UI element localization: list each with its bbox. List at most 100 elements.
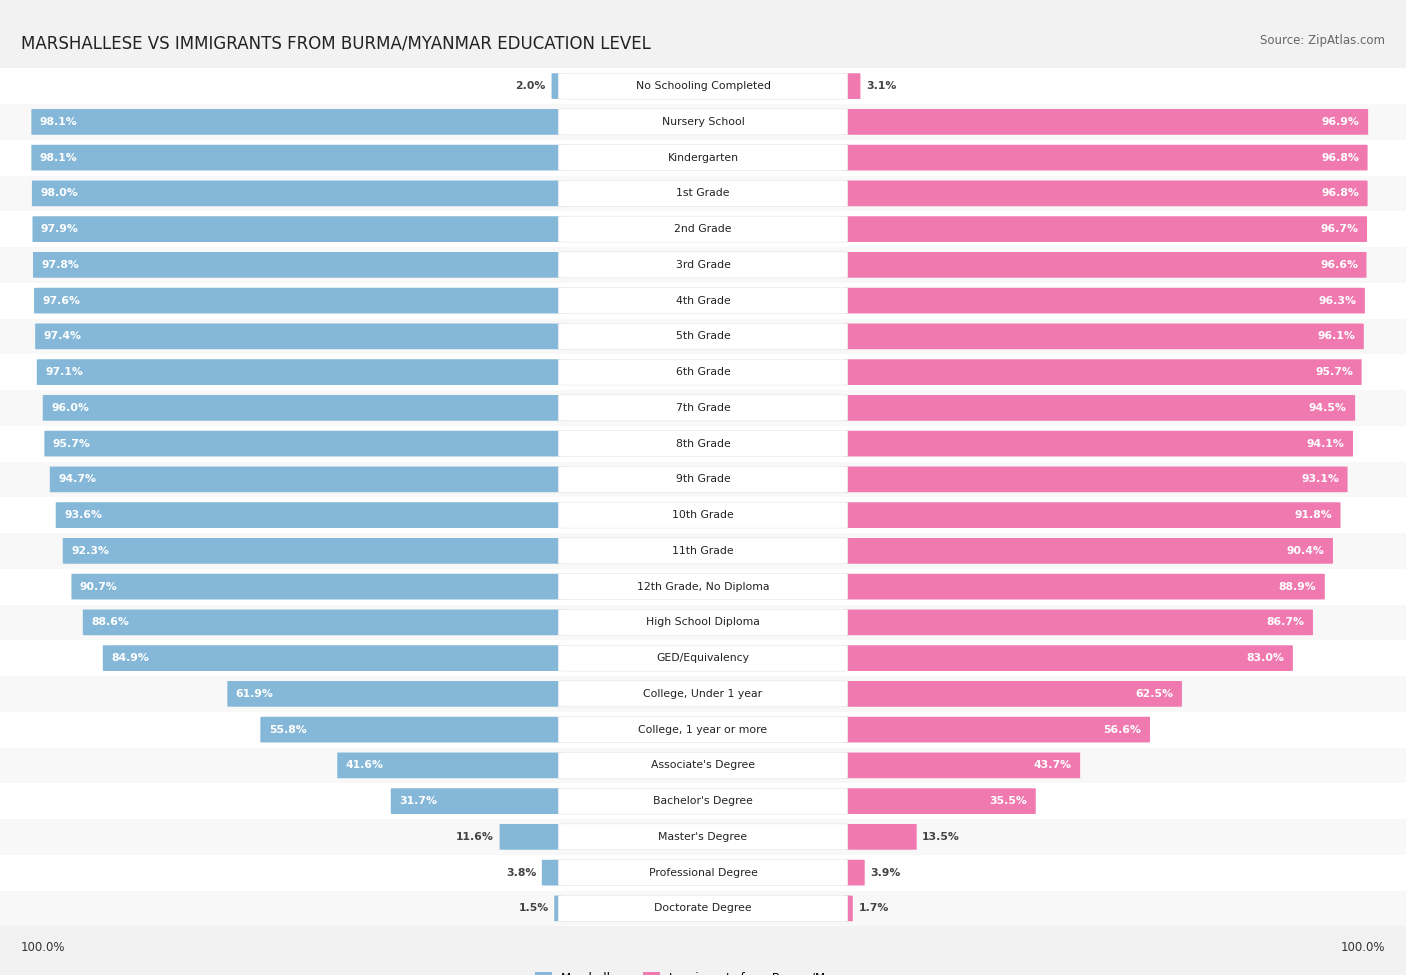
FancyBboxPatch shape (228, 681, 562, 707)
FancyBboxPatch shape (42, 395, 562, 421)
FancyBboxPatch shape (844, 73, 860, 99)
FancyBboxPatch shape (558, 788, 848, 814)
Text: 2nd Grade: 2nd Grade (675, 224, 731, 234)
FancyBboxPatch shape (844, 609, 1313, 636)
Text: 96.7%: 96.7% (1320, 224, 1358, 234)
Text: Bachelor's Degree: Bachelor's Degree (652, 797, 754, 806)
FancyBboxPatch shape (558, 645, 848, 671)
Text: 96.8%: 96.8% (1322, 188, 1360, 198)
Text: College, Under 1 year: College, Under 1 year (644, 689, 762, 699)
Text: 3rd Grade: 3rd Grade (675, 260, 731, 270)
Text: Professional Degree: Professional Degree (648, 868, 758, 878)
FancyBboxPatch shape (260, 717, 562, 743)
Legend: Marshallese, Immigrants from Burma/Myanmar: Marshallese, Immigrants from Burma/Myanm… (536, 972, 870, 975)
Text: High School Diploma: High School Diploma (647, 617, 759, 627)
Text: 95.7%: 95.7% (1316, 368, 1353, 377)
FancyBboxPatch shape (844, 573, 1324, 600)
Text: 4th Grade: 4th Grade (676, 295, 730, 305)
Text: 97.9%: 97.9% (41, 224, 79, 234)
Text: 2.0%: 2.0% (516, 81, 546, 91)
FancyBboxPatch shape (844, 109, 1368, 135)
Text: 10th Grade: 10th Grade (672, 510, 734, 520)
FancyBboxPatch shape (558, 717, 848, 743)
Bar (0, 461, 1406, 497)
Text: 96.1%: 96.1% (1317, 332, 1355, 341)
FancyBboxPatch shape (35, 324, 562, 349)
Text: 13.5%: 13.5% (922, 832, 960, 841)
FancyBboxPatch shape (844, 788, 1036, 814)
Text: 94.1%: 94.1% (1306, 439, 1344, 448)
Text: 83.0%: 83.0% (1247, 653, 1285, 663)
Text: 6th Grade: 6th Grade (676, 368, 730, 377)
FancyBboxPatch shape (32, 216, 562, 242)
Text: 96.0%: 96.0% (51, 403, 89, 412)
Text: 3.9%: 3.9% (870, 868, 901, 878)
Text: 35.5%: 35.5% (990, 797, 1028, 806)
FancyBboxPatch shape (844, 216, 1367, 242)
FancyBboxPatch shape (844, 717, 1150, 743)
Bar (0, 354, 1406, 390)
Text: MARSHALLESE VS IMMIGRANTS FROM BURMA/MYANMAR EDUCATION LEVEL: MARSHALLESE VS IMMIGRANTS FROM BURMA/MYA… (21, 34, 651, 52)
Text: 5th Grade: 5th Grade (676, 332, 730, 341)
FancyBboxPatch shape (844, 180, 1368, 207)
Text: 96.3%: 96.3% (1319, 295, 1357, 305)
FancyBboxPatch shape (558, 252, 848, 278)
Text: 98.0%: 98.0% (41, 188, 79, 198)
Text: 3.8%: 3.8% (506, 868, 536, 878)
Text: 62.5%: 62.5% (1136, 689, 1174, 699)
FancyBboxPatch shape (558, 753, 848, 778)
FancyBboxPatch shape (844, 645, 1294, 671)
FancyBboxPatch shape (844, 895, 853, 921)
FancyBboxPatch shape (558, 466, 848, 492)
FancyBboxPatch shape (558, 109, 848, 135)
Text: 93.1%: 93.1% (1301, 475, 1339, 485)
Text: Kindergarten: Kindergarten (668, 153, 738, 163)
FancyBboxPatch shape (499, 824, 562, 850)
FancyBboxPatch shape (56, 502, 562, 528)
Text: Master's Degree: Master's Degree (658, 832, 748, 841)
FancyBboxPatch shape (103, 645, 562, 671)
FancyBboxPatch shape (558, 860, 848, 885)
Text: 90.4%: 90.4% (1286, 546, 1324, 556)
Bar (0, 247, 1406, 283)
FancyBboxPatch shape (558, 609, 848, 636)
Text: 3.1%: 3.1% (866, 81, 897, 91)
Text: 84.9%: 84.9% (111, 653, 149, 663)
Text: 1.5%: 1.5% (519, 904, 548, 914)
FancyBboxPatch shape (391, 788, 562, 814)
Text: 90.7%: 90.7% (80, 582, 118, 592)
Text: 96.6%: 96.6% (1320, 260, 1358, 270)
Text: 11.6%: 11.6% (456, 832, 494, 841)
Text: 88.9%: 88.9% (1278, 582, 1316, 592)
Bar (0, 855, 1406, 890)
FancyBboxPatch shape (844, 359, 1361, 385)
Text: GED/Equivalency: GED/Equivalency (657, 653, 749, 663)
Text: 96.8%: 96.8% (1322, 153, 1360, 163)
FancyBboxPatch shape (844, 681, 1182, 707)
Text: No Schooling Completed: No Schooling Completed (636, 81, 770, 91)
Bar (0, 139, 1406, 176)
FancyBboxPatch shape (844, 288, 1365, 314)
Bar (0, 390, 1406, 426)
FancyBboxPatch shape (32, 252, 562, 278)
Bar (0, 533, 1406, 568)
Bar (0, 641, 1406, 676)
Text: 55.8%: 55.8% (269, 724, 307, 734)
FancyBboxPatch shape (31, 109, 562, 135)
Text: Doctorate Degree: Doctorate Degree (654, 904, 752, 914)
FancyBboxPatch shape (551, 73, 562, 99)
FancyBboxPatch shape (558, 502, 848, 528)
FancyBboxPatch shape (844, 502, 1340, 528)
Bar (0, 426, 1406, 461)
Text: 97.6%: 97.6% (42, 295, 80, 305)
FancyBboxPatch shape (558, 288, 848, 314)
FancyBboxPatch shape (45, 431, 562, 456)
FancyBboxPatch shape (63, 538, 562, 564)
FancyBboxPatch shape (37, 359, 562, 385)
FancyBboxPatch shape (844, 538, 1333, 564)
FancyBboxPatch shape (558, 538, 848, 564)
Bar (0, 890, 1406, 926)
Bar (0, 712, 1406, 748)
Text: 1st Grade: 1st Grade (676, 188, 730, 198)
FancyBboxPatch shape (72, 573, 562, 600)
